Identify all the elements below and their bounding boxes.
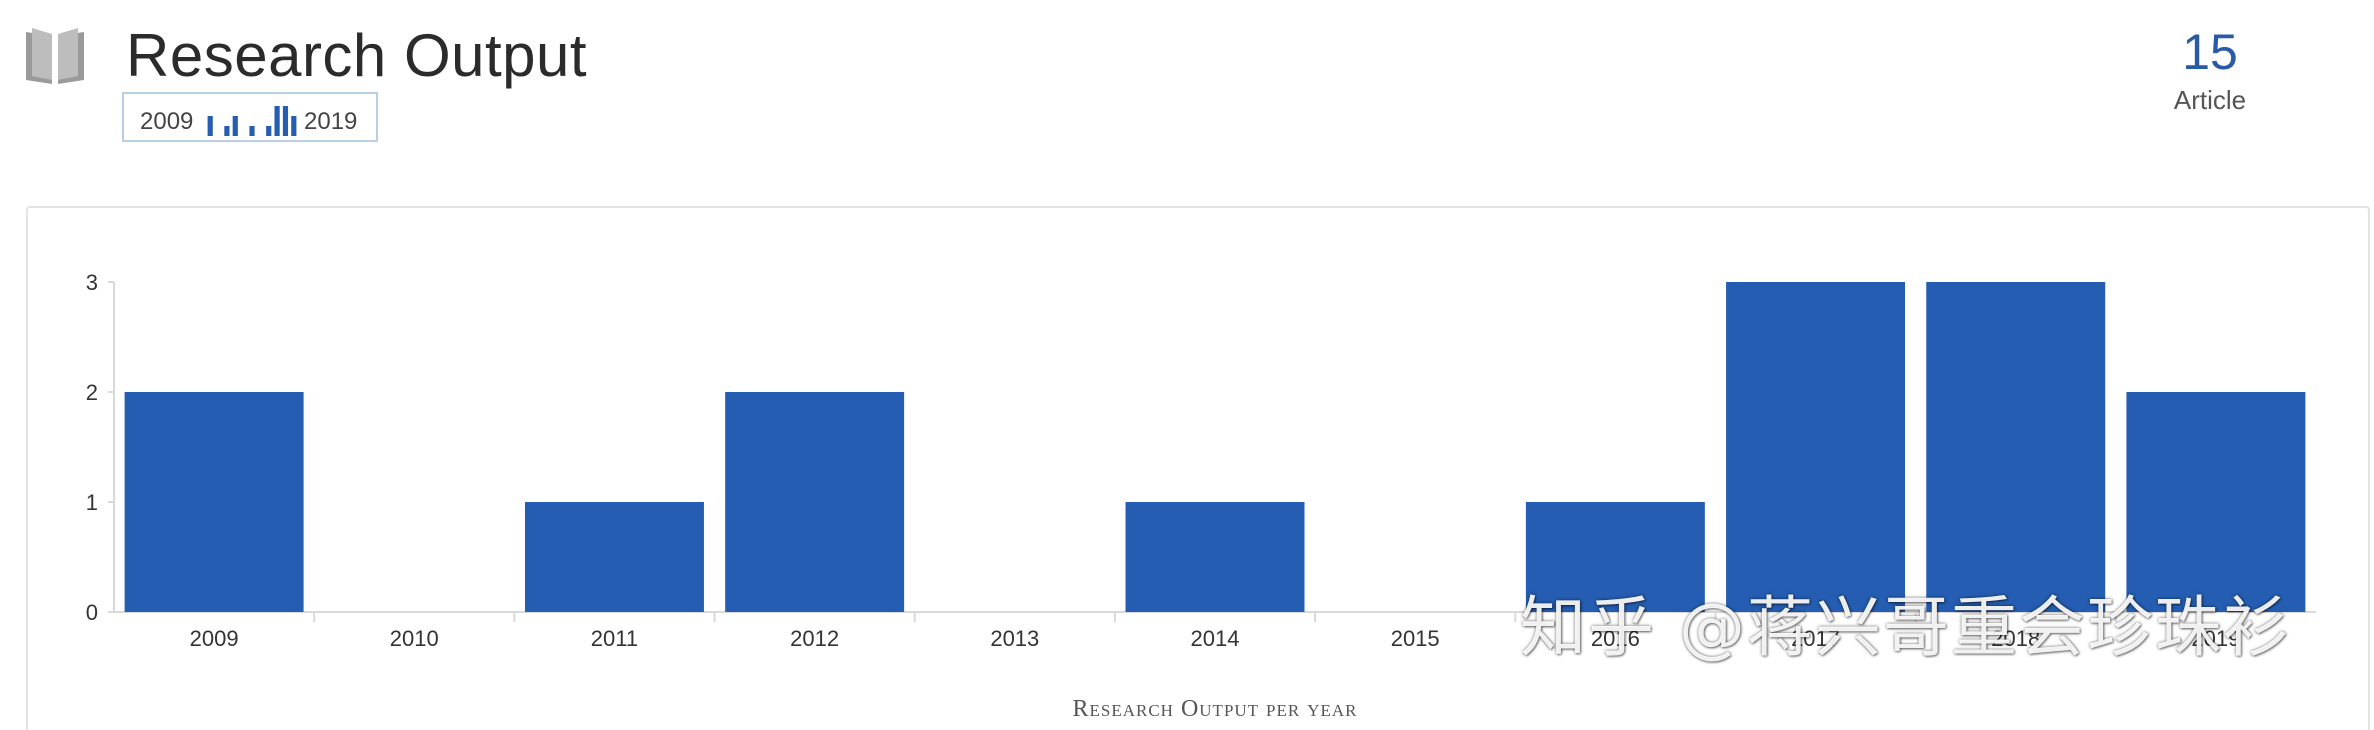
x-tick-label: 2009 — [190, 626, 239, 651]
x-tick-label: 2013 — [990, 626, 1039, 651]
article-count-value: 15 — [2182, 24, 2238, 80]
sparkline-bar-2018 — [282, 106, 289, 136]
sparkline-bar-2016 — [266, 126, 272, 136]
bar-2017[interactable] — [1726, 282, 1906, 612]
book-icon — [26, 28, 84, 84]
x-tick-label: 2019 — [2191, 626, 2240, 651]
x-tick-label: 2011 — [591, 626, 638, 651]
bar-2011[interactable] — [524, 502, 704, 612]
page-title: Research Output — [126, 22, 588, 89]
x-tick-label: 2017 — [1791, 626, 1840, 651]
sparkline-chart — [207, 106, 297, 136]
watermark-text: 知乎 @蒋兴哥重会珍珠衫 — [1520, 589, 2291, 666]
x-tick-label: 2016 — [1591, 626, 1640, 651]
x-axis-title: Research Output per year — [1072, 696, 1357, 722]
x-tick-label: 2018 — [1991, 626, 2040, 651]
bar-2016[interactable] — [1525, 502, 1705, 612]
x-tick-label: 2010 — [390, 626, 439, 651]
y-tick-label: 1 — [86, 490, 98, 515]
sparkline-bar-2019 — [291, 116, 297, 136]
bar-2018[interactable] — [1926, 282, 2106, 612]
y-tick-label: 0 — [86, 600, 98, 625]
y-tick-label: 3 — [86, 270, 98, 295]
x-tick-label: 2012 — [790, 626, 839, 651]
sparkline-summary[interactable]: 2009 2019 — [122, 92, 378, 142]
sparkline-bar-2012 — [232, 116, 238, 136]
sparkline-bar-2009 — [207, 116, 213, 136]
research-output-bar-chart: 0 1 2 3 2009 2010 2011 2012 2013 2014 2015 2016 2017… — [86, 270, 2316, 722]
y-tick-label: 2 — [86, 380, 98, 405]
output-count[interactable]: 15 Article — [2140, 22, 2280, 116]
sparkline-bar-2011 — [224, 126, 230, 136]
bar-2012[interactable] — [725, 392, 905, 612]
x-tick-label: 2015 — [1391, 626, 1440, 651]
sparkline-bar-2014 — [249, 126, 255, 136]
sparkline-start-year: 2009 — [140, 108, 194, 135]
x-tick-label: 2014 — [1191, 626, 1240, 651]
bar-2009[interactable] — [124, 392, 304, 612]
sparkline-end-year: 2019 — [304, 108, 358, 135]
chart-panel: 0 1 2 3 2009 2010 2011 2012 2013 2014 2015 2016 2017… — [26, 206, 2370, 730]
article-count-label: Article — [2173, 85, 2247, 115]
bar-2019[interactable] — [2126, 392, 2306, 612]
sparkline-bar-2017 — [274, 106, 280, 136]
bar-2014[interactable] — [1125, 502, 1305, 612]
